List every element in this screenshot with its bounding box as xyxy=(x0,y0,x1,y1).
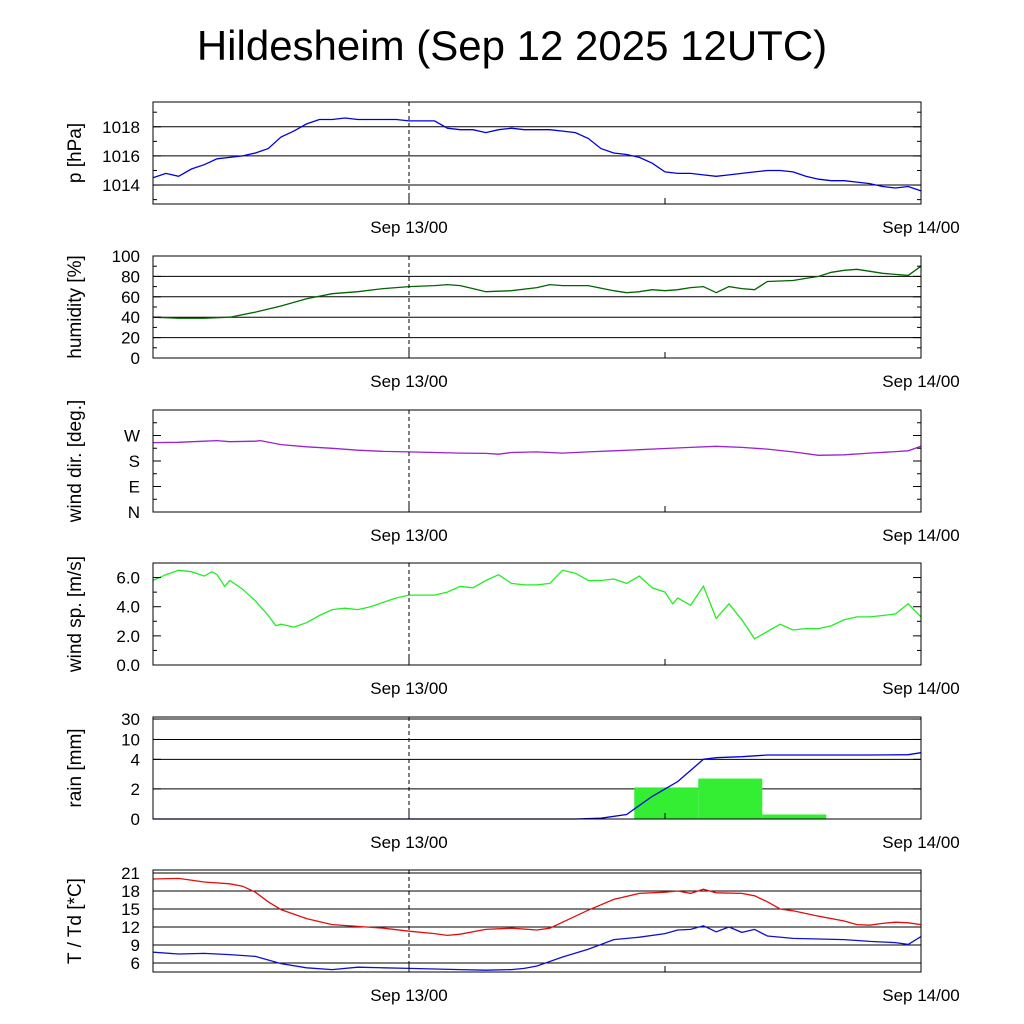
y-tick-label: 2.0 xyxy=(116,627,140,646)
y-tick-label: 1018 xyxy=(102,118,140,137)
y-tick-label: 0 xyxy=(131,349,140,368)
x-tick-label: Sep 13/00 xyxy=(370,372,448,391)
y-tick-label: 80 xyxy=(121,267,140,286)
y-tick-label: 18 xyxy=(121,882,140,901)
y-tick-label: 1016 xyxy=(102,147,140,166)
series-line-1 xyxy=(152,265,922,319)
rain-bar xyxy=(762,814,827,819)
x-tick-label: Sep 14/00 xyxy=(882,833,960,852)
y-axis-label: p [hPa] xyxy=(65,123,86,183)
rain-bar xyxy=(698,778,763,819)
y-axis-label: humidity [%] xyxy=(65,255,86,358)
y-axis-label: T / Td [*C] xyxy=(65,878,86,964)
chart-title: Hildesheim (Sep 12 2025 12UTC) xyxy=(196,22,828,69)
y-tick-label: 0 xyxy=(131,810,140,829)
y-tick-label: E xyxy=(129,478,140,497)
y-tick-label: 4.0 xyxy=(116,598,140,617)
y-tick-label: 6.0 xyxy=(116,569,140,588)
y-axis-label: wind dir. [deg.] xyxy=(65,400,86,524)
panel-frame xyxy=(152,255,922,359)
x-tick-label: Sep 14/00 xyxy=(882,372,960,391)
x-tick-label: Sep 14/00 xyxy=(882,679,960,698)
x-tick-label: Sep 13/00 xyxy=(370,526,448,545)
y-tick-label: 20 xyxy=(121,329,140,348)
x-tick-label: Sep 13/00 xyxy=(370,679,448,698)
x-tick-label: Sep 13/00 xyxy=(370,986,448,1005)
y-tick-label: 2 xyxy=(131,780,140,799)
x-tick-label: Sep 14/00 xyxy=(882,526,960,545)
panel-frame xyxy=(152,101,922,205)
y-tick-label: 30 xyxy=(121,710,140,729)
panel-frame xyxy=(152,869,922,973)
y-tick-label: 9 xyxy=(131,936,140,955)
y-axis-label: rain [mm] xyxy=(65,728,86,807)
y-tick-label: 15 xyxy=(121,900,140,919)
y-tick-label: N xyxy=(128,503,140,522)
series-line-1 xyxy=(152,439,922,456)
y-tick-label: S xyxy=(129,452,140,471)
x-tick-label: Sep 13/00 xyxy=(370,833,448,852)
rain-bar xyxy=(634,787,699,819)
y-tick-label: 60 xyxy=(121,288,140,307)
y-tick-label: W xyxy=(124,427,140,446)
y-tick-label: 4 xyxy=(131,750,140,769)
y-tick-label: 1014 xyxy=(102,176,140,195)
y-tick-label: 40 xyxy=(121,308,140,327)
series-line-1 xyxy=(152,117,922,192)
x-tick-label: Sep 13/00 xyxy=(370,218,448,237)
y-tick-label: 12 xyxy=(121,918,140,937)
series-line-2 xyxy=(152,925,922,971)
y-tick-label: 6 xyxy=(131,954,140,973)
x-tick-label: Sep 14/00 xyxy=(882,218,960,237)
panel-frame xyxy=(152,409,922,513)
y-tick-label: 100 xyxy=(112,247,140,266)
series-line-1 xyxy=(153,752,922,820)
panel-frame xyxy=(152,716,922,820)
y-tick-label: 21 xyxy=(121,864,140,883)
y-tick-label: 0.0 xyxy=(116,656,140,675)
panel-frame xyxy=(152,562,922,666)
y-axis-label: wind sp. [m/s] xyxy=(65,556,86,673)
series-line-1 xyxy=(152,877,922,937)
y-tick-label: 10 xyxy=(121,730,140,749)
series-line-1 xyxy=(152,569,922,640)
x-tick-label: Sep 14/00 xyxy=(882,986,960,1005)
